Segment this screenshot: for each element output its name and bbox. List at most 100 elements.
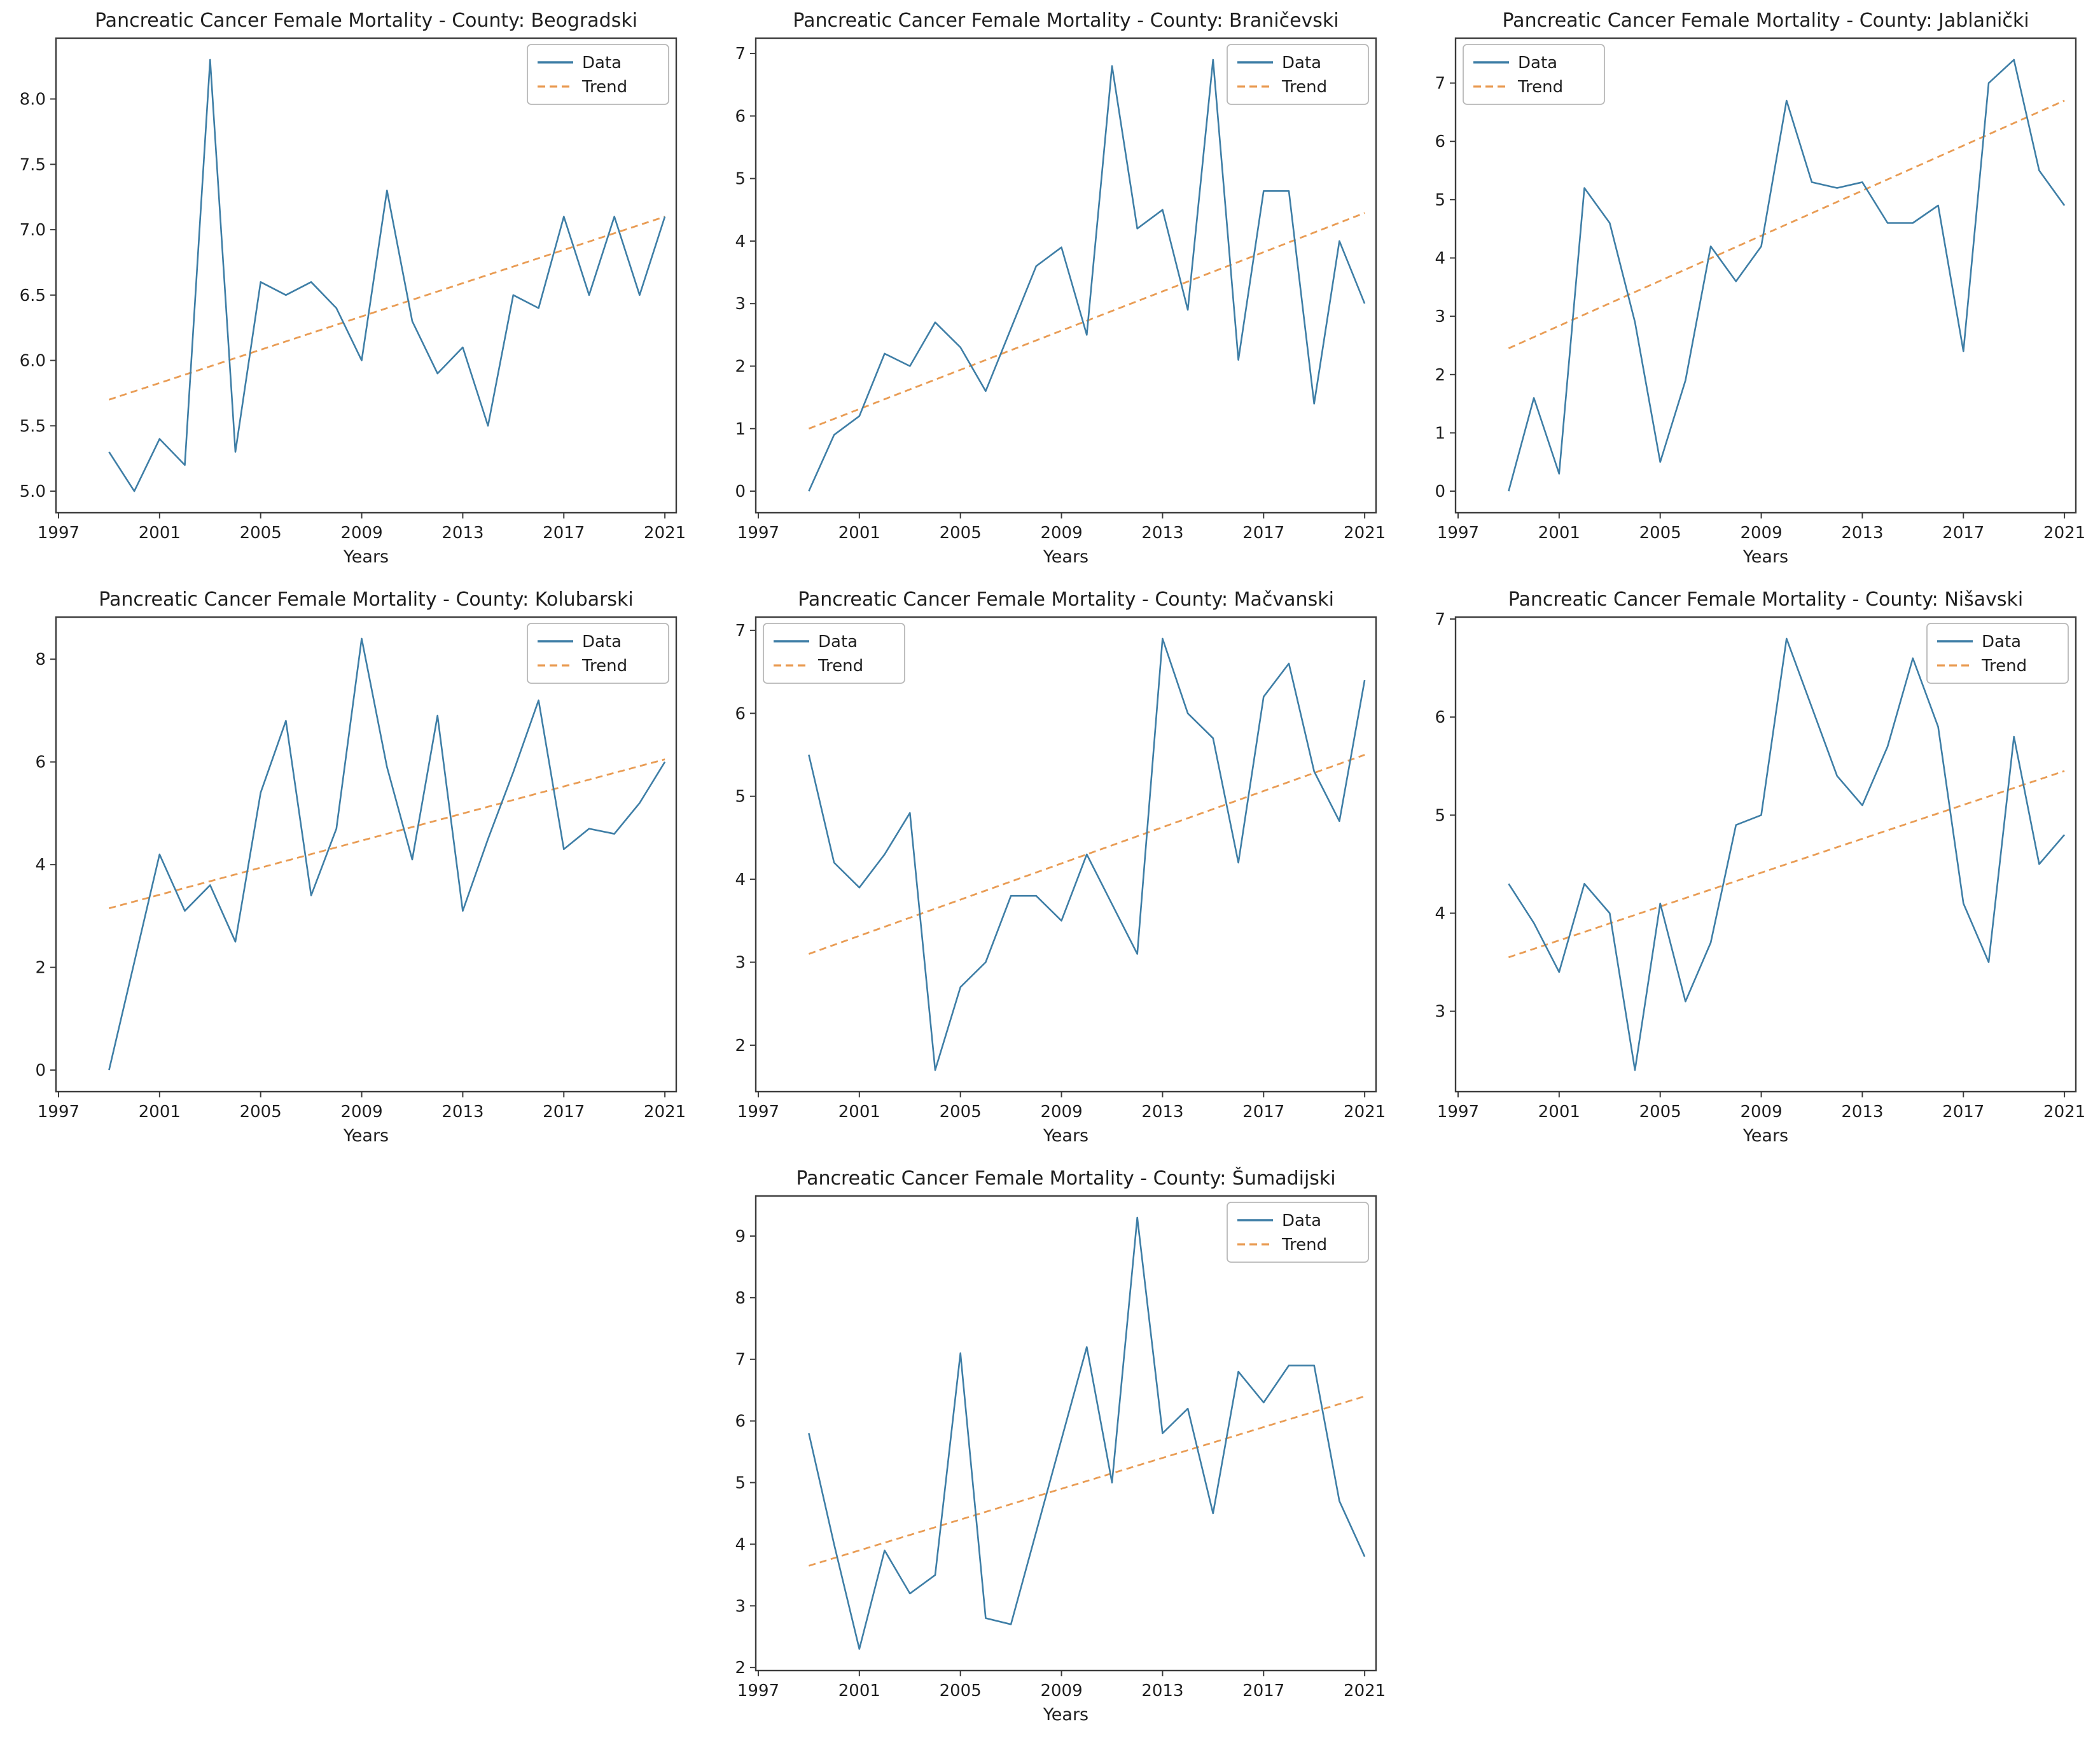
plot-area [754, 1195, 1377, 1672]
y-tick-label: 3 [735, 1597, 746, 1616]
y-tick-label: 7 [735, 622, 746, 641]
data-line [1508, 59, 2066, 492]
legend-label-trend: Trend [1281, 78, 1327, 97]
chart-nisavski: Pancreatic Cancer Female Mortality - Cou… [1400, 584, 2093, 1157]
x-axis-label: Years [343, 1126, 389, 1146]
x-tick-label: 2009 [1040, 1102, 1082, 1122]
legend-box [1926, 623, 2069, 684]
y-tick-label: 6 [35, 753, 46, 772]
y-tick-label: 7 [1435, 610, 1445, 629]
data-line [808, 1216, 1366, 1650]
x-tick-label: 2005 [240, 524, 282, 543]
x-tick-label: 2009 [1040, 1681, 1082, 1700]
data-line [108, 59, 666, 492]
legend: Data Trend [763, 623, 905, 684]
charts-grid: Pancreatic Cancer Female Mortality - Cou… [0, 5, 2099, 1735]
plot-area [1454, 616, 2077, 1093]
x-tick-label: 2009 [1740, 1102, 1782, 1122]
x-tick-label: 1997 [38, 524, 80, 543]
legend: Data Trend [527, 623, 669, 684]
y-tick-label: 7 [735, 45, 746, 64]
plot-area [1454, 37, 2077, 514]
legend-label-trend: Trend [581, 657, 627, 676]
legend: Data Trend [1227, 1202, 1369, 1263]
y-tick-label: 6.5 [20, 286, 46, 305]
legend-label-trend: Trend [1281, 1235, 1327, 1255]
legend-label-trend: Trend [1981, 657, 2027, 676]
data-line [808, 59, 1366, 492]
legend: Data Trend [1926, 623, 2069, 684]
x-axis-label: Years [1742, 547, 1788, 567]
x-tick-label: 2021 [644, 524, 686, 543]
x-tick-label: 2013 [442, 1102, 483, 1122]
chart-beogradski: Pancreatic Cancer Female Mortality - Cou… [0, 5, 693, 578]
x-tick-label: 2009 [340, 524, 382, 543]
legend-box [1227, 44, 1369, 105]
x-axis-label: Years [343, 547, 389, 567]
trend-line [808, 1395, 1365, 1567]
y-tick-label: 9 [735, 1227, 746, 1246]
trend-line [808, 212, 1365, 430]
y-tick-label: 5 [735, 788, 746, 807]
chart-sumadijski: Pancreatic Cancer Female Mortality - Cou… [700, 1163, 1393, 1735]
x-tick-label: 2021 [2043, 524, 2085, 543]
trend-line [109, 758, 665, 910]
trend-line [1508, 770, 2065, 959]
trend-line [808, 754, 1365, 955]
y-tick-label: 8.0 [20, 90, 46, 109]
y-tick-label: 4 [735, 1535, 746, 1554]
legend-box [527, 623, 669, 684]
legend-label-trend: Trend [581, 78, 627, 97]
y-tick-label: 4 [35, 856, 46, 875]
plot-area [754, 37, 1377, 514]
chart-svg: Pancreatic Cancer Female Mortality - Cou… [1435, 588, 2085, 1146]
x-tick-label: 2001 [139, 524, 181, 543]
y-tick-label: 2 [735, 358, 746, 377]
y-tick-label: 3 [1435, 1003, 1445, 1022]
x-tick-label: 2013 [1141, 524, 1183, 543]
legend-label-data: Data [818, 632, 858, 651]
legend-label-trend: Trend [817, 657, 863, 676]
chart-title: Pancreatic Cancer Female Mortality - Cou… [1508, 588, 2023, 611]
y-tick-label: 0 [735, 482, 746, 501]
y-tick-label: 3 [1435, 307, 1445, 326]
x-tick-label: 2021 [1344, 1681, 1386, 1700]
chart-branicevski: Pancreatic Cancer Female Mortality - Cou… [700, 5, 1393, 578]
y-tick-label: 5 [1435, 191, 1445, 210]
y-tick-label: 6 [1435, 708, 1445, 727]
chart-svg: Pancreatic Cancer Female Mortality - Cou… [35, 588, 686, 1146]
plot-area [55, 616, 678, 1093]
plot-area [55, 37, 678, 514]
x-tick-label: 2017 [1942, 1102, 1984, 1122]
chart-title: Pancreatic Cancer Female Mortality - Cou… [99, 588, 634, 611]
y-tick-label: 5 [735, 1474, 746, 1493]
y-tick-label: 7.5 [20, 155, 46, 174]
chart-title: Pancreatic Cancer Female Mortality - Cou… [95, 10, 637, 32]
x-axis-label: Years [1043, 547, 1088, 567]
x-tick-label: 2021 [644, 1102, 686, 1122]
x-tick-label: 2017 [543, 524, 585, 543]
chart-title: Pancreatic Cancer Female Mortality - Cou… [798, 588, 1334, 611]
y-tick-label: 2 [735, 1658, 746, 1678]
x-tick-label: 2021 [1344, 1102, 1386, 1122]
data-line [1508, 637, 2066, 1071]
x-tick-label: 2009 [340, 1102, 382, 1122]
chart-macvanski: Pancreatic Cancer Female Mortality - Cou… [700, 584, 1393, 1157]
y-tick-label: 5.0 [20, 482, 46, 501]
x-tick-label: 1997 [1437, 524, 1479, 543]
y-tick-label: 0 [1435, 482, 1445, 501]
x-tick-label: 2005 [940, 524, 982, 543]
legend-label-trend: Trend [1517, 78, 1563, 97]
y-tick-label: 7 [735, 1351, 746, 1370]
legend-label-data: Data [1518, 53, 1557, 73]
y-tick-label: 3 [735, 954, 746, 973]
y-tick-label: 1 [1435, 424, 1445, 443]
x-tick-label: 2001 [838, 1102, 880, 1122]
x-tick-label: 2001 [838, 524, 880, 543]
y-tick-label: 1 [735, 420, 746, 439]
x-tick-label: 1997 [737, 1681, 779, 1700]
x-tick-label: 1997 [1437, 1102, 1479, 1122]
legend-box [1463, 44, 1605, 105]
chart-title: Pancreatic Cancer Female Mortality - Cou… [796, 1166, 1335, 1190]
y-tick-label: 8 [735, 1289, 746, 1308]
